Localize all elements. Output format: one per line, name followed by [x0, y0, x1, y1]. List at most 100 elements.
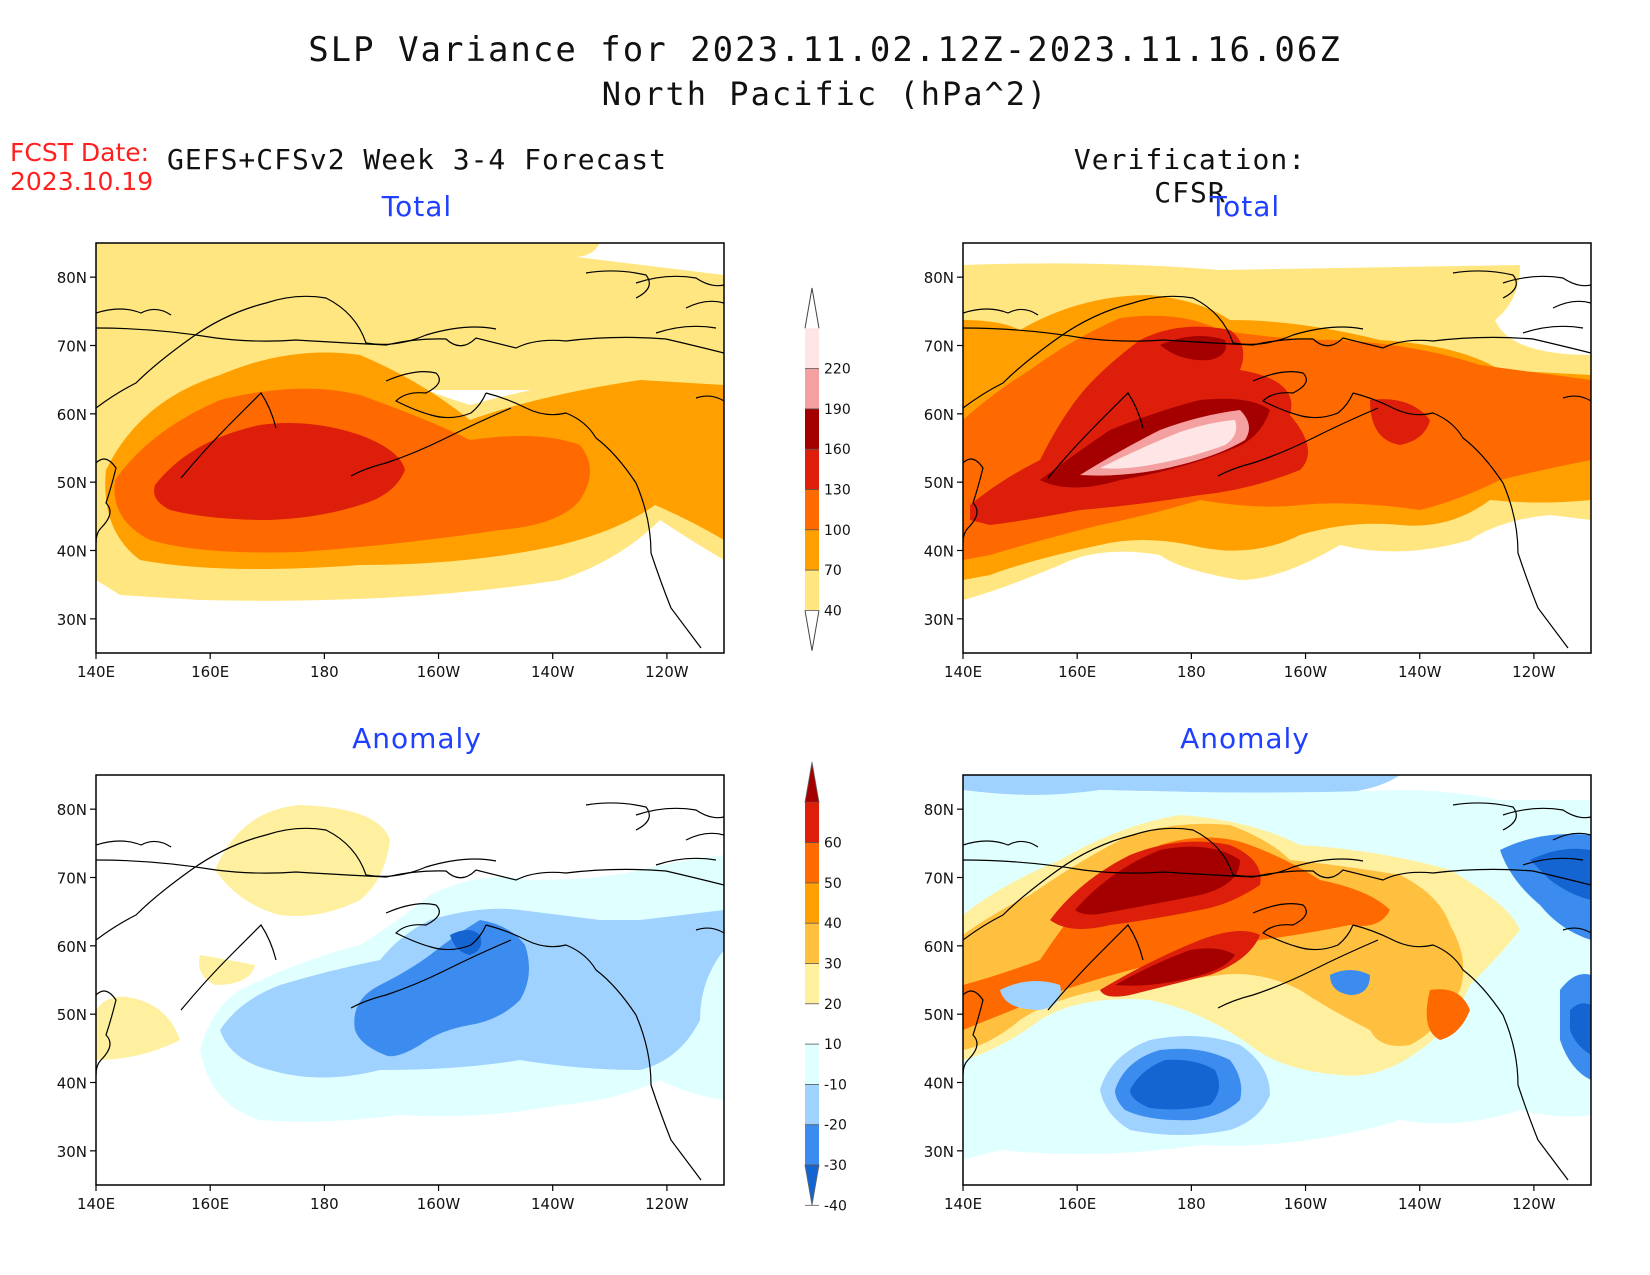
lat-tick-label: 30N: [924, 1143, 954, 1161]
coastline: [1502, 275, 1591, 334]
ver-total-frame: [962, 242, 1592, 654]
coastline-group: [963, 802, 1591, 1181]
coastline-group: [963, 270, 1591, 649]
coastline-group: [96, 270, 724, 649]
coastline: [1452, 270, 1591, 402]
colorbar-segment: [805, 1124, 819, 1165]
fc-total-title: Total: [381, 190, 453, 223]
fc-total-lat-axis: 80N 70N 60N 50N 40N 30N: [57, 269, 96, 629]
colorbar-segment: [805, 1084, 819, 1125]
colorbar-bottom-triangle: [804, 1164, 820, 1206]
lon-tick-label: 140E: [77, 663, 115, 681]
lon-tick-label: 140W: [531, 663, 575, 681]
fc-total-frame: [95, 242, 725, 654]
coastline: [1502, 1014, 1569, 1181]
colorbar-segment: [805, 923, 819, 964]
anomaly-colorbar: 60 50 40 30 20 10 -10 -20 -30 -40: [804, 761, 847, 1214]
coastline: [1502, 482, 1569, 649]
coastline-group: [96, 802, 724, 1181]
coastline: [1217, 407, 1379, 477]
lon-tick-label: 160E: [191, 1195, 229, 1213]
total-colorbar: 220 190 160 130 100 70 40: [804, 287, 851, 651]
colorbar-label: 60: [824, 836, 842, 852]
colorbar-label: 160: [824, 442, 851, 458]
lon-tick-label: 140W: [1398, 1195, 1442, 1213]
lat-tick-label: 80N: [924, 801, 954, 819]
lat-tick-label: 70N: [924, 338, 954, 356]
lat-tick-label: 40N: [924, 1075, 954, 1093]
figure-title: SLP Variance for 2023.11.02.12Z-2023.11.…: [308, 30, 1342, 70]
fc-total-coastlines: [96, 270, 724, 649]
lat-tick-label: 40N: [57, 1075, 87, 1093]
colorbar-segment: [805, 449, 819, 490]
fc-anom-field: [96, 775, 724, 1185]
coastline: [585, 802, 724, 934]
colorbar-top-triangle: [804, 761, 820, 803]
fcst-date-value: 2023.10.19: [10, 167, 154, 196]
coastline: [350, 939, 512, 1009]
lon-tick-label: 120W: [645, 663, 689, 681]
fc-anom-lat-axis: 80N 70N 60N 50N 40N 30N: [57, 801, 96, 1161]
colorbar-segment: [805, 328, 819, 369]
lon-tick-label: 160W: [417, 663, 461, 681]
lat-tick-label: 50N: [57, 474, 87, 492]
figure-subtitle: North Pacific (hPa^2): [601, 75, 1049, 113]
coastline: [96, 990, 117, 1076]
lon-tick-label: 140E: [944, 663, 982, 681]
ver-total-lat-axis: 80N 70N 60N 50N 40N 30N: [924, 269, 963, 629]
fc-total-field: [96, 243, 724, 653]
lat-tick-label: 80N: [57, 269, 87, 287]
ver-anom-band-60: [1075, 846, 1240, 915]
lon-tick-label: 120W: [1512, 663, 1556, 681]
coastline: [385, 868, 724, 886]
lat-tick-label: 80N: [924, 269, 954, 287]
lat-tick-label: 40N: [924, 543, 954, 561]
colorbar-bottom-cap: [804, 610, 820, 651]
colorbar-label: 130: [824, 483, 851, 499]
coastline: [1352, 392, 1504, 484]
coastline: [385, 371, 487, 419]
coastline: [96, 308, 387, 346]
colorbar-label: -20: [824, 1118, 847, 1134]
coastline: [635, 807, 724, 866]
coastline: [485, 392, 637, 484]
colorbar-label: -10: [824, 1077, 847, 1093]
lon-tick-label: 180: [1177, 1195, 1206, 1213]
lon-tick-label: 120W: [645, 1195, 689, 1213]
lon-tick-label: 120W: [1512, 1195, 1556, 1213]
coastline: [385, 336, 724, 354]
coastline: [585, 270, 724, 402]
fc-anom-frame: [95, 774, 725, 1186]
ver-total-title: Total: [1209, 190, 1281, 223]
coastline: [635, 1014, 702, 1181]
colorbar-segment: [805, 489, 819, 530]
ver-total-lon-axis: 140E 160E 180 160W 140W 120W: [944, 653, 1556, 681]
ver-anom-panel: 80N 70N 60N 50N 40N 30N 140E 160E 180 160W 140W 12…: [924, 774, 1592, 1213]
coastline: [96, 458, 117, 544]
lat-tick-label: 50N: [57, 1006, 87, 1024]
lon-tick-label: 160E: [1058, 663, 1096, 681]
lat-tick-label: 30N: [57, 611, 87, 629]
ver-total-coastlines: [963, 270, 1591, 649]
ver-total-band-220: [1100, 420, 1237, 469]
colorbar-segment: [805, 963, 819, 1004]
fc-anom-coastlines: [96, 802, 724, 1181]
colorbar-segment: [805, 368, 819, 409]
coastline: [96, 295, 497, 409]
coastline: [1047, 924, 1144, 1011]
lon-tick-label: 140W: [1398, 663, 1442, 681]
coastline: [1352, 924, 1504, 1016]
fcst-date-caption: FCST Date:: [10, 138, 150, 167]
ver-anom-band-40: [963, 837, 1390, 1030]
fcst-date-label: FCST Date: 2023.10.19: [10, 138, 153, 196]
ver-anom-field: [963, 775, 1591, 1185]
lat-tick-label: 30N: [924, 611, 954, 629]
coastline: [96, 827, 497, 941]
colorbar-segment: [805, 842, 819, 883]
lat-tick-label: 70N: [924, 870, 954, 888]
lat-tick-label: 60N: [57, 938, 87, 956]
colorbar-label: 50: [824, 876, 842, 892]
fc-anom-lon-axis: 140E 160E 180 160W 140W 120W: [77, 1185, 689, 1213]
colorbar-label: 20: [824, 997, 842, 1013]
colorbar-label: -40: [824, 1198, 847, 1214]
